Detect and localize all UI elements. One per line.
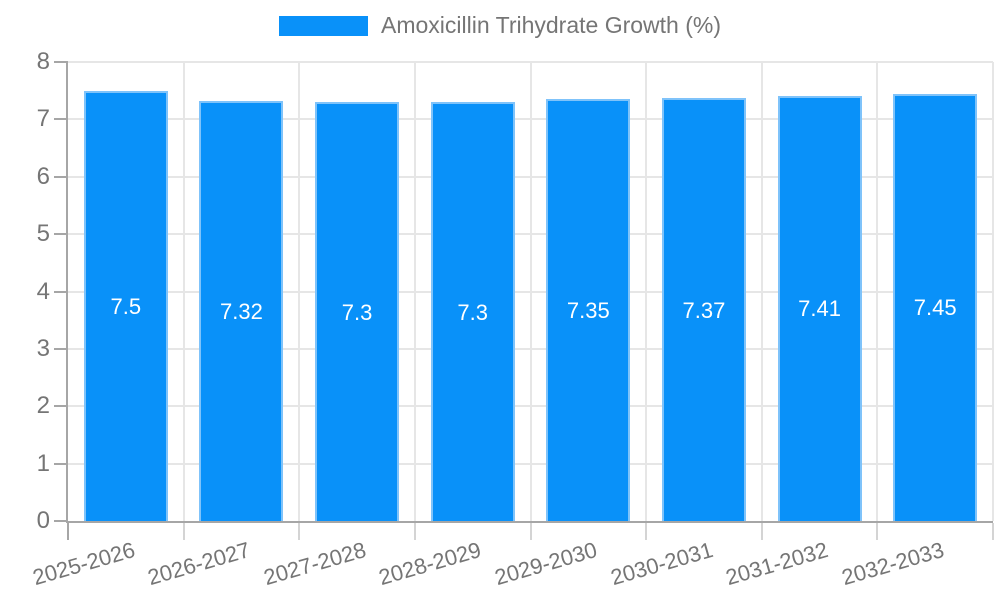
v-gridline <box>298 62 301 521</box>
bar[interactable]: 7.41 <box>777 95 862 521</box>
v-gridline <box>182 62 185 521</box>
y-axis-tick <box>54 118 68 121</box>
y-axis-tick-label: 7 <box>36 105 50 133</box>
x-axis-label: 2027-2028 <box>260 537 369 591</box>
x-axis-tick <box>992 523 994 540</box>
v-gridline <box>760 62 763 521</box>
x-axis-tick <box>413 523 416 540</box>
chart-legend[interactable]: Amoxicillin Trihydrate Growth (%) <box>0 0 1000 52</box>
y-axis-tick-label: 6 <box>36 162 50 190</box>
y-axis-tick <box>54 290 68 293</box>
x-axis-label: 2026-2027 <box>145 537 254 591</box>
y-axis-tick-label: 1 <box>36 449 50 477</box>
legend-swatch <box>279 16 369 36</box>
y-axis-tick-label: 4 <box>36 277 50 305</box>
x-axis-tick <box>67 523 69 540</box>
bar-value-label: 7.32 <box>220 298 263 324</box>
y-axis-line <box>66 62 68 523</box>
bar[interactable]: 7.35 <box>546 99 631 521</box>
bar[interactable]: 7.45 <box>893 93 978 521</box>
x-axis-label: 2029-2030 <box>491 537 600 591</box>
bar-value-label: 7.45 <box>913 295 957 321</box>
v-gridline <box>992 62 994 521</box>
v-gridline <box>645 62 648 521</box>
y-axis-tick-label: 2 <box>36 392 50 420</box>
bar[interactable]: 7.37 <box>661 98 746 521</box>
bar-value-label: 7.37 <box>682 297 726 323</box>
y-axis-tick <box>54 175 68 178</box>
bar-value-label: 7.3 <box>341 299 373 325</box>
x-axis-line <box>66 521 993 523</box>
y-axis-tick-label: 3 <box>36 334 50 362</box>
v-gridline <box>413 62 416 521</box>
bar[interactable]: 7.3 <box>430 102 515 521</box>
bar-value-label: 7.35 <box>566 298 610 324</box>
x-axis-tick <box>876 523 879 540</box>
bar-value-label: 7.41 <box>798 296 841 322</box>
x-axis-tick <box>760 523 763 540</box>
y-axis-tick <box>54 462 68 465</box>
bar-value-label: 7.3 <box>457 299 488 325</box>
v-gridline <box>876 62 879 521</box>
bar[interactable]: 7.5 <box>83 90 168 521</box>
bar[interactable]: 7.3 <box>315 102 400 521</box>
y-axis-tick <box>54 233 68 236</box>
y-axis-tick <box>54 347 68 350</box>
v-gridline <box>529 62 532 521</box>
x-axis-label: 2028-2029 <box>376 537 485 591</box>
x-axis-tick <box>645 523 648 540</box>
y-axis-tick <box>54 520 68 522</box>
bar-value-label: 7.5 <box>110 293 142 319</box>
y-axis-tick-label: 5 <box>36 220 50 248</box>
x-axis-tick <box>182 523 185 540</box>
bar[interactable]: 7.32 <box>199 101 284 521</box>
x-axis-label: 2031-2032 <box>723 537 832 591</box>
y-axis-tick <box>54 61 68 63</box>
x-axis-tick <box>298 523 301 540</box>
y-axis-tick-label: 8 <box>36 48 50 75</box>
y-axis-tick-label: 0 <box>36 507 50 534</box>
y-axis-tick <box>54 405 68 408</box>
x-axis-label: 2030-2031 <box>607 537 716 591</box>
x-axis-tick <box>529 523 532 540</box>
x-axis-label: 2032-2033 <box>838 537 947 591</box>
legend-label: Amoxicillin Trihydrate Growth (%) <box>381 12 721 39</box>
x-axis-label: 2025-2026 <box>29 537 138 591</box>
